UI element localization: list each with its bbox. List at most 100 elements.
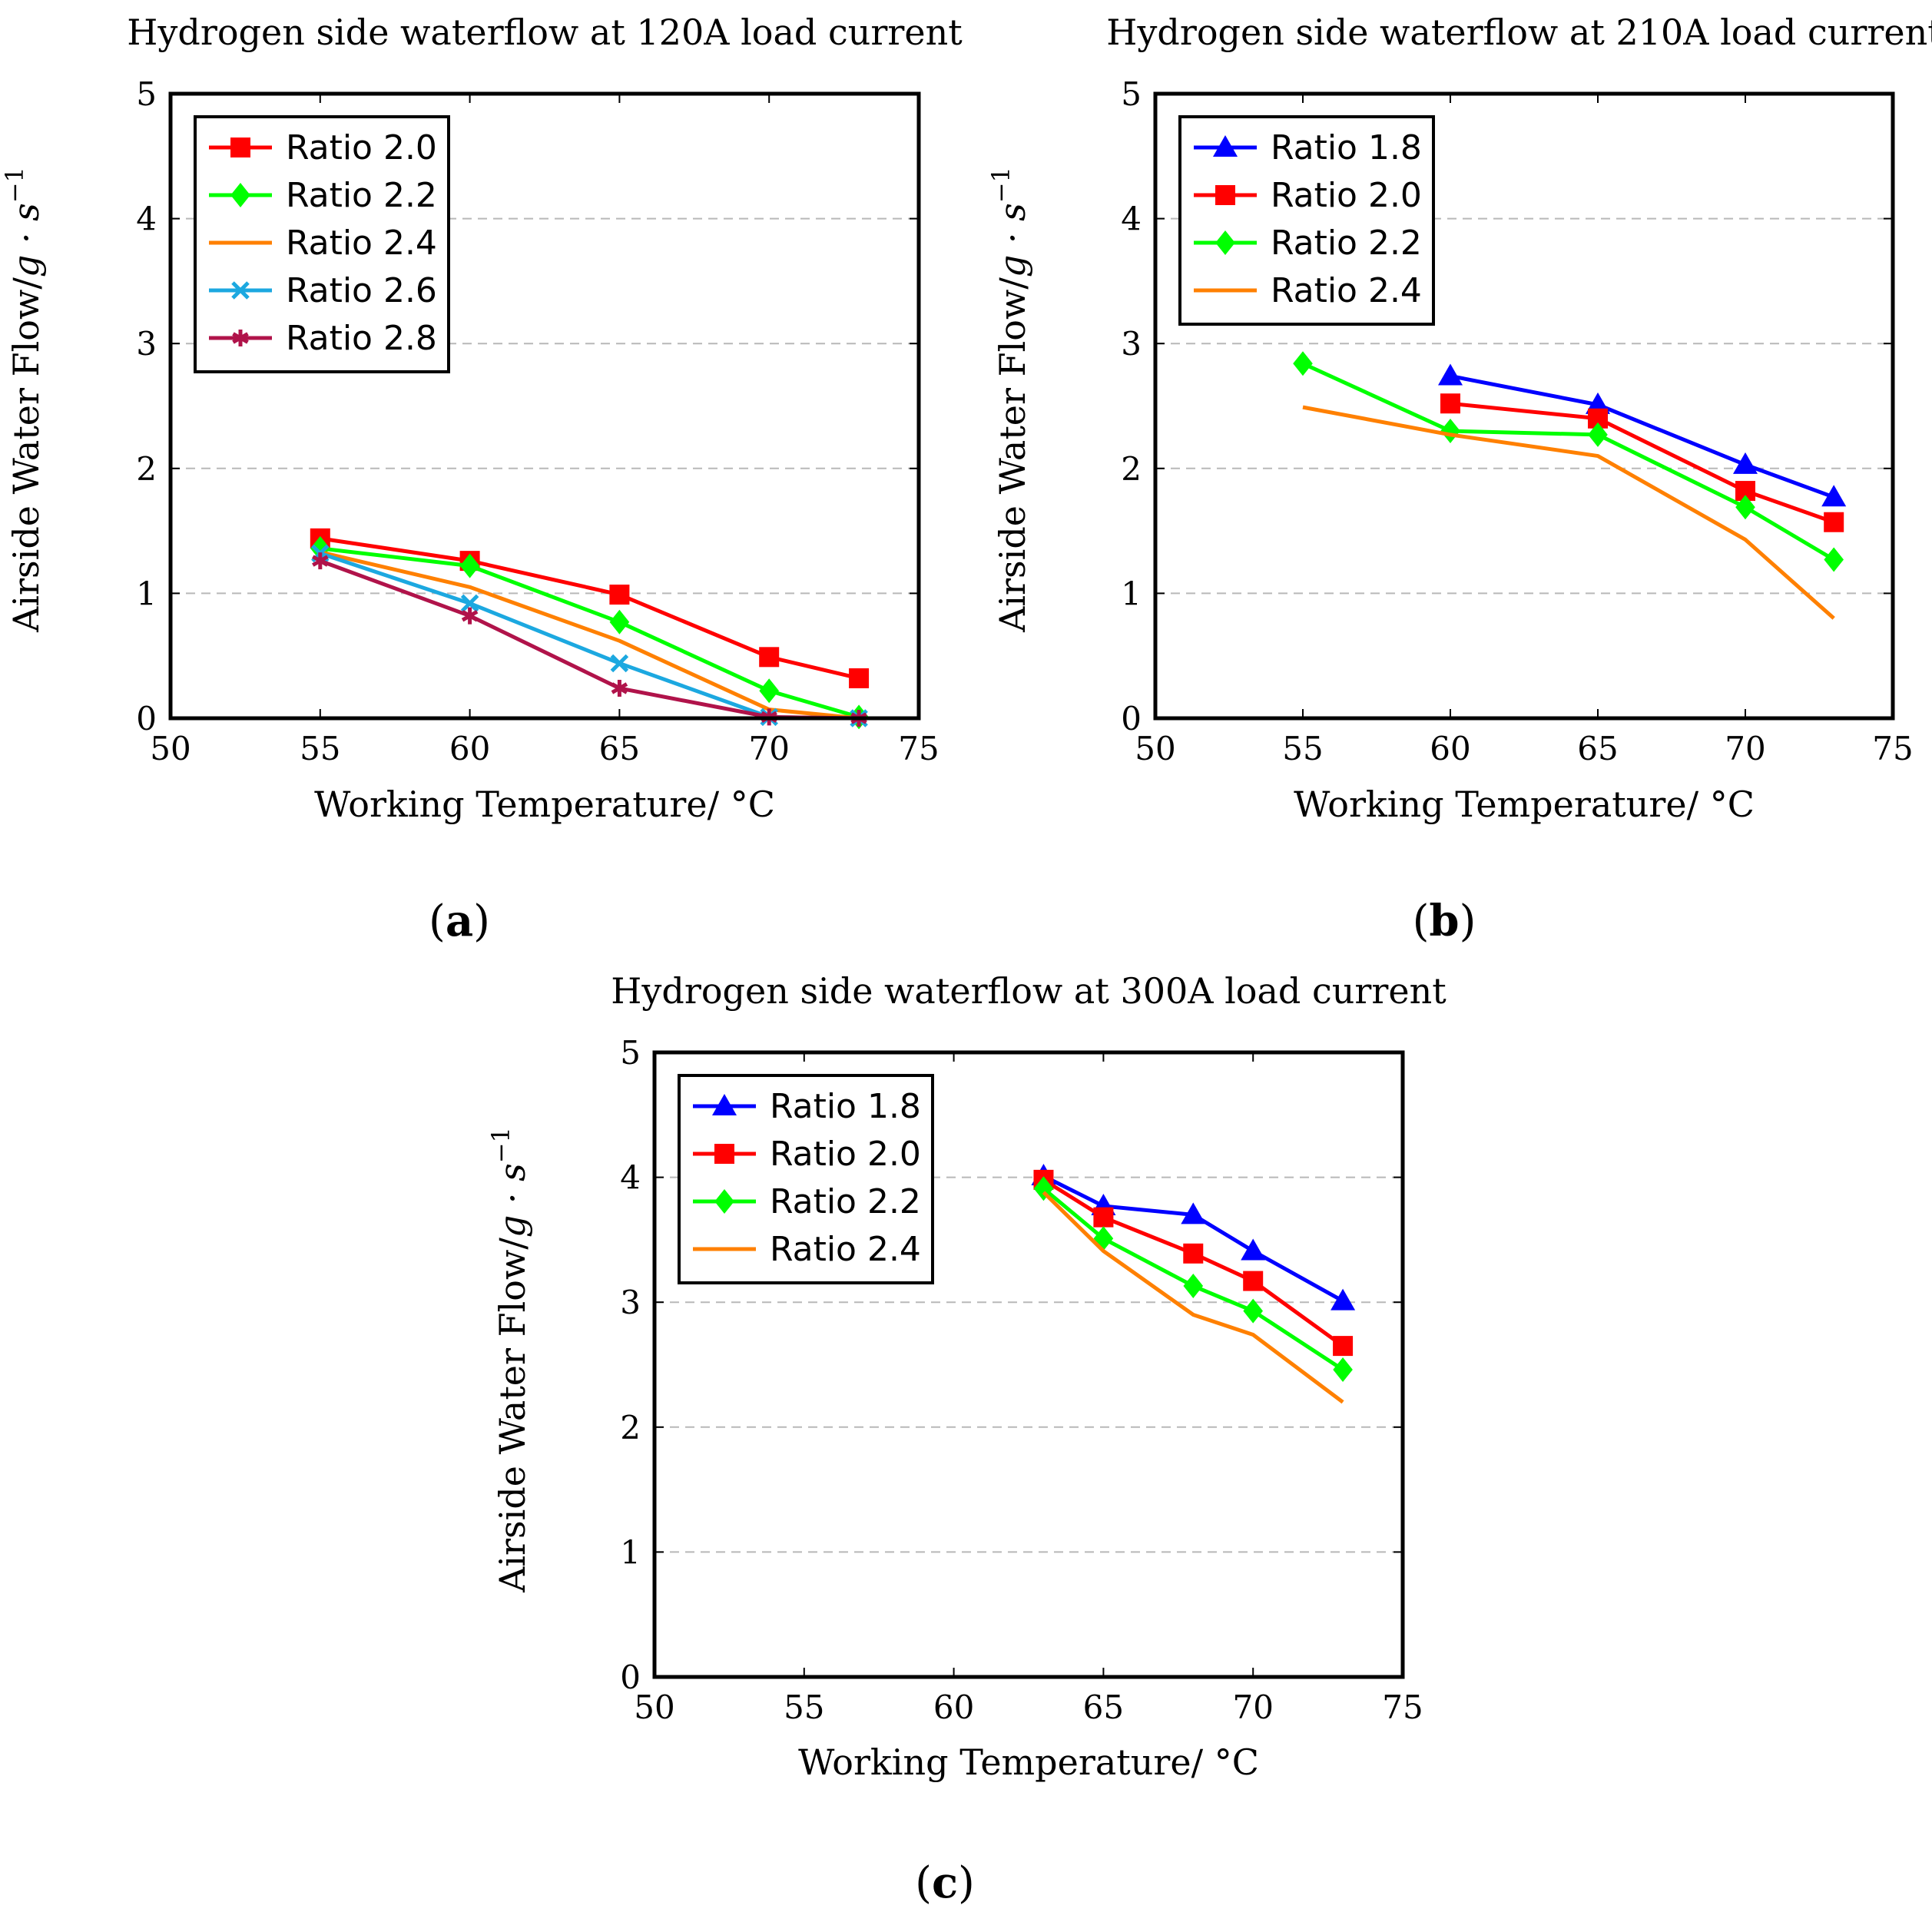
data-point — [1733, 452, 1758, 474]
series-ratio-2-0 — [1033, 1169, 1354, 1357]
legend-item: Ratio 2.0 — [1194, 176, 1422, 215]
legend-marker — [1215, 230, 1235, 255]
x-tick-label: 50 — [150, 730, 191, 767]
legend: Ratio 2.0 Ratio 2.2 Ratio 2.4 Ratio 2.6 Rati… — [194, 115, 450, 373]
data-point — [1824, 547, 1844, 572]
y-tick-label: 0 — [136, 700, 157, 737]
x-tick-label: 60 — [933, 1688, 974, 1726]
y-tick-label: 1 — [136, 575, 157, 612]
y-tick-label: 1 — [1121, 575, 1142, 612]
legend-item: Ratio 2.0 — [693, 1135, 921, 1174]
legend-label: Ratio 2.2 — [286, 176, 437, 215]
data-point — [1093, 1207, 1114, 1228]
legend-item: Ratio 2.4 — [209, 224, 437, 263]
data-point — [1333, 1357, 1353, 1383]
legend-marker — [1215, 185, 1235, 205]
legend-item: Ratio 1.8 — [1194, 128, 1422, 167]
chart-title: Hydrogen side waterflow at 120A load cur… — [127, 12, 963, 53]
plot-frame — [1153, 91, 1895, 721]
x-tick-label: 70 — [748, 730, 789, 767]
panel-label: (a) — [429, 896, 490, 946]
series-ratio-2-0 — [1440, 393, 1844, 532]
legend-marker — [230, 138, 250, 157]
series-ratio-2-2 — [310, 535, 869, 730]
series-line — [1450, 401, 1835, 525]
data-point — [459, 553, 480, 578]
x-tick-label: 65 — [1083, 1688, 1124, 1726]
x-tick-label: 50 — [634, 1688, 674, 1726]
legend-item: Ratio 2.6 — [209, 271, 437, 310]
y-tick-label: 5 — [136, 75, 157, 113]
y-tick-label: 2 — [620, 1409, 641, 1446]
series-ratio-2-4 — [320, 550, 860, 721]
chart-panel-a: Hydrogen side waterflow at 120A load cur… — [0, 12, 963, 946]
y-tick-label: 4 — [136, 200, 157, 238]
legend-label: Ratio 1.8 — [770, 1087, 921, 1126]
legend-label: Ratio 2.0 — [1271, 176, 1422, 215]
series-ratio-2-2 — [1293, 351, 1844, 572]
legend-label: Ratio 2.8 — [286, 319, 437, 358]
x-tick-label: 55 — [1282, 730, 1323, 767]
legend-label: Ratio 2.2 — [770, 1182, 921, 1221]
data-point — [1438, 363, 1463, 386]
series-line — [1450, 374, 1835, 499]
plot-frame — [168, 91, 921, 721]
legend-item: Ratio 2.2 — [693, 1182, 921, 1221]
data-point — [1331, 1288, 1356, 1311]
legend-item: Ratio 2.4 — [693, 1230, 921, 1269]
x-tick-label: 70 — [1232, 1688, 1273, 1726]
legend-item: Ratio 2.0 — [209, 128, 437, 167]
y-tick-label: 2 — [136, 450, 157, 488]
legend-item: Ratio 2.8 — [209, 319, 437, 358]
y-tick-label: 4 — [620, 1159, 641, 1197]
data-point — [460, 594, 479, 613]
x-tick-label: 50 — [1135, 730, 1175, 767]
legend-marker — [232, 330, 249, 346]
chart-title: Hydrogen side waterflow at 300A load cur… — [611, 970, 1447, 1012]
data-point — [1243, 1271, 1264, 1291]
x-axis-label: Working Temperature/ °C — [798, 1741, 1259, 1783]
x-tick-label: 55 — [784, 1688, 824, 1726]
y-axis-label: Airside Water Flow/g · s−1 — [486, 1127, 533, 1593]
x-tick-label: 75 — [1872, 730, 1913, 767]
x-axis-label: Working Temperature/ °C — [1294, 784, 1755, 825]
legend-marker — [714, 1144, 734, 1164]
y-tick-label: 5 — [620, 1034, 641, 1072]
legend-marker — [712, 1094, 737, 1115]
y-tick-label: 0 — [620, 1659, 641, 1696]
data-point — [1183, 1274, 1204, 1299]
data-point — [1821, 485, 1847, 507]
data-point — [1588, 422, 1608, 447]
legend-item: Ratio 2.2 — [1194, 224, 1422, 263]
data-point — [1333, 1336, 1354, 1357]
legend-label: Ratio 2.2 — [1271, 224, 1422, 263]
series-ratio-2-0 — [310, 528, 870, 688]
data-point — [1093, 1226, 1114, 1251]
data-point — [1440, 419, 1460, 444]
chart-panel-c: Hydrogen side waterflow at 300A load cur… — [486, 970, 1447, 1908]
legend-label: Ratio 2.6 — [286, 271, 437, 310]
legend: Ratio 1.8 Ratio 2.0 Ratio 2.2 Ratio 2.4 — [1178, 115, 1435, 326]
data-point — [1243, 1298, 1263, 1324]
data-point — [610, 654, 629, 673]
y-axis-label: Airside Water Flow/g · s−1 — [986, 167, 1033, 633]
data-point — [1183, 1243, 1204, 1264]
x-tick-label: 65 — [1577, 730, 1618, 767]
y-tick-label: 3 — [620, 1284, 641, 1321]
x-tick-label: 75 — [1382, 1688, 1423, 1726]
x-tick-label: 60 — [1430, 730, 1470, 767]
legend-item: Ratio 2.4 — [1194, 271, 1422, 310]
panel-label: (c) — [915, 1857, 975, 1908]
legend-label: Ratio 2.0 — [286, 128, 437, 167]
legend-marker — [231, 281, 250, 300]
y-tick-label: 0 — [1121, 700, 1142, 737]
panel-label: (b) — [1413, 896, 1476, 946]
data-point — [310, 535, 330, 561]
data-point — [1181, 1202, 1206, 1224]
data-point — [849, 668, 870, 688]
data-point — [609, 609, 630, 635]
data-point — [1241, 1238, 1266, 1261]
data-point — [611, 679, 628, 697]
legend-marker — [714, 1189, 734, 1214]
